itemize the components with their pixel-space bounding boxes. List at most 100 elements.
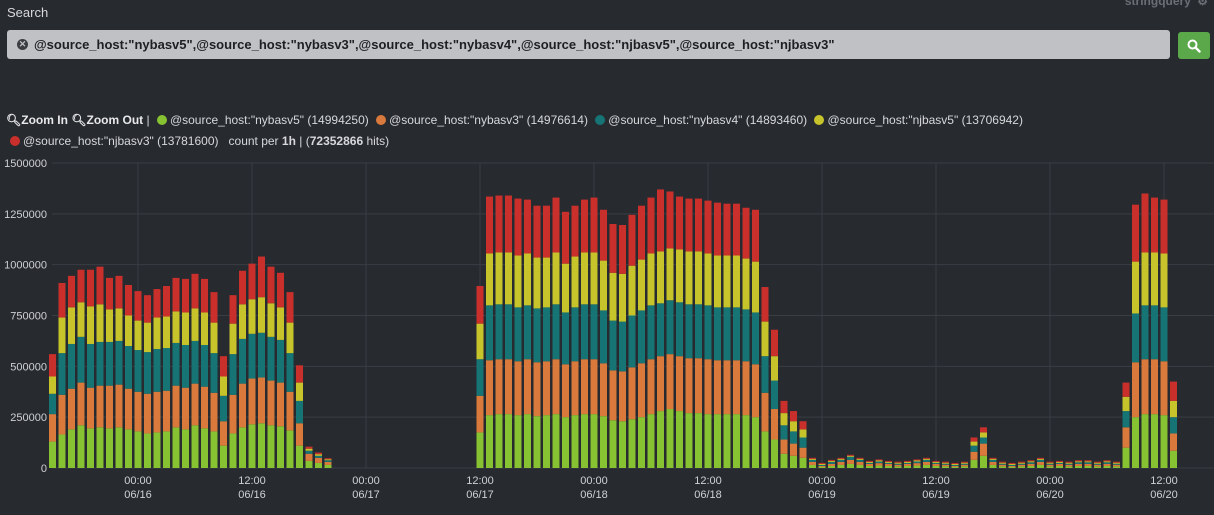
bar-segment-nybasv4[interactable]	[828, 461, 835, 464]
bar-segment-nybasv4[interactable]	[153, 349, 161, 392]
bar-segment-nybasv3[interactable]	[191, 383, 199, 426]
bar-segment-nybasv3[interactable]	[932, 463, 940, 466]
bar-segment-nybasv5[interactable]	[1132, 417, 1139, 468]
bar-segment-nybasv5[interactable]	[1094, 466, 1101, 468]
bar-segment-njbasv3[interactable]	[277, 272, 284, 308]
bar-segment-nybasv5[interactable]	[229, 433, 237, 468]
bar-segment-njbasv5[interactable]	[923, 458, 930, 460]
bar-segment-nybasv3[interactable]	[543, 361, 550, 416]
bar-segment-nybasv5[interactable]	[543, 415, 550, 468]
bar-segment-nybasv3[interactable]	[1113, 464, 1120, 467]
bar-segment-njbasv3[interactable]	[780, 400, 788, 414]
bar-segment-nybasv4[interactable]	[77, 336, 85, 383]
bar-segment-nybasv3[interactable]	[704, 359, 712, 415]
bar-segment-njbasv5[interactable]	[771, 356, 778, 381]
bar-segment-nybasv4[interactable]	[619, 321, 626, 372]
bar-segment-nybasv3[interactable]	[182, 387, 189, 430]
bar-segment-njbasv5[interactable]	[324, 459, 332, 461]
bar-segment-nybasv5[interactable]	[828, 465, 835, 468]
bar-segment-nybasv3[interactable]	[305, 453, 313, 461]
bar-segment-nybasv3[interactable]	[286, 391, 294, 431]
bar-segment-njbasv3[interactable]	[324, 458, 332, 460]
bar-segment-nybasv5[interactable]	[970, 459, 978, 468]
bar-segment-njbasv3[interactable]	[609, 224, 617, 273]
bar-segment-njbasv3[interactable]	[600, 209, 607, 261]
bar-segment-njbasv3[interactable]	[1160, 199, 1168, 254]
bar-segment-nybasv3[interactable]	[144, 393, 151, 434]
bar-segment-nybasv4[interactable]	[666, 300, 674, 355]
bar-segment-nybasv4[interactable]	[609, 320, 617, 371]
bar-segment-nybasv4[interactable]	[1056, 462, 1063, 464]
bar-segment-nybasv5[interactable]	[837, 464, 845, 468]
bar-segment-nybasv4[interactable]	[837, 459, 845, 462]
bar-segment-nybasv4[interactable]	[115, 340, 123, 385]
bar-segment-nybasv5[interactable]	[248, 424, 256, 468]
bar-segment-nybasv4[interactable]	[324, 460, 332, 462]
bar-segment-nybasv3[interactable]	[904, 463, 911, 466]
bar-segment-njbasv5[interactable]	[1056, 461, 1063, 463]
bar-segment-njbasv3[interactable]	[267, 266, 275, 304]
bar-segment-njbasv5[interactable]	[68, 307, 75, 344]
bar-segment-njbasv3[interactable]	[125, 285, 132, 316]
bar-segment-njbasv3[interactable]	[1132, 204, 1139, 262]
bar-segment-njbasv5[interactable]	[533, 257, 541, 309]
bar-segment-nybasv4[interactable]	[600, 310, 607, 364]
bar-segment-nybasv4[interactable]	[267, 336, 275, 381]
bar-segment-nybasv5[interactable]	[714, 414, 721, 468]
bar-segment-nybasv4[interactable]	[1170, 417, 1177, 434]
bar-segment-njbasv3[interactable]	[742, 207, 750, 259]
bar-segment-nybasv3[interactable]	[1160, 361, 1168, 416]
bar-segment-nybasv5[interactable]	[638, 417, 645, 468]
bar-segment-nybasv4[interactable]	[809, 459, 816, 462]
bar-segment-njbasv5[interactable]	[543, 257, 550, 308]
bar-segment-nybasv4[interactable]	[296, 400, 303, 424]
bar-segment-njbasv5[interactable]	[172, 311, 180, 343]
bar-segment-nybasv5[interactable]	[514, 415, 522, 468]
bar-segment-nybasv5[interactable]	[704, 414, 712, 468]
bar-segment-nybasv4[interactable]	[999, 463, 1006, 465]
bar-segment-njbasv3[interactable]	[1103, 460, 1111, 462]
bar-segment-njbasv3[interactable]	[220, 356, 227, 377]
bar-segment-nybasv4[interactable]	[1113, 463, 1120, 465]
bar-segment-nybasv3[interactable]	[628, 367, 636, 420]
bar-segment-njbasv3[interactable]	[590, 197, 598, 253]
bar-segment-nybasv4[interactable]	[894, 463, 902, 465]
bar-segment-nybasv4[interactable]	[229, 354, 237, 395]
bar-segment-njbasv3[interactable]	[96, 266, 104, 305]
bar-segment-nybasv5[interactable]	[153, 432, 161, 468]
bar-segment-nybasv5[interactable]	[856, 464, 864, 468]
bar-segment-njbasv5[interactable]	[106, 309, 113, 342]
bar-segment-nybasv5[interactable]	[875, 465, 883, 468]
bar-segment-nybasv5[interactable]	[115, 427, 123, 468]
bar-segment-nybasv3[interactable]	[1103, 463, 1111, 466]
bar-segment-nybasv3[interactable]	[486, 360, 493, 416]
bar-segment-nybasv4[interactable]	[514, 307, 522, 362]
bar-segment-nybasv4[interactable]	[628, 315, 636, 368]
bar-segment-nybasv5[interactable]	[144, 433, 151, 468]
bar-segment-njbasv5[interactable]	[847, 455, 854, 457]
bar-segment-nybasv4[interactable]	[1151, 305, 1158, 360]
bar-segment-nybasv3[interactable]	[780, 439, 788, 454]
bar-segment-nybasv5[interactable]	[315, 462, 322, 468]
bar-segment-njbasv5[interactable]	[913, 460, 921, 462]
bar-segment-nybasv5[interactable]	[999, 466, 1006, 468]
bar-segment-njbasv3[interactable]	[210, 292, 218, 323]
bar-segment-nybasv3[interactable]	[96, 385, 104, 428]
bar-segment-nybasv4[interactable]	[904, 462, 911, 464]
bar-segment-nybasv4[interactable]	[562, 312, 569, 365]
bar-segment-nybasv4[interactable]	[58, 353, 66, 395]
query-mode-label[interactable]: stringquery ⚙	[1125, 0, 1208, 8]
bar-segment-nybasv5[interactable]	[609, 420, 617, 468]
bar-segment-nybasv3[interactable]	[609, 370, 617, 421]
bar-segment-nybasv3[interactable]	[856, 461, 864, 465]
bar-segment-njbasv5[interactable]	[153, 317, 161, 350]
bar-segment-njbasv3[interactable]	[818, 462, 826, 464]
bar-segment-njbasv5[interactable]	[752, 261, 759, 313]
bar-segment-nybasv3[interactable]	[723, 360, 731, 415]
bar-segment-nybasv5[interactable]	[657, 411, 664, 468]
bar-segment-njbasv5[interactable]	[1018, 462, 1025, 464]
bar-segment-nybasv4[interactable]	[913, 461, 921, 464]
bar-segment-nybasv5[interactable]	[201, 428, 208, 468]
bar-segment-njbasv3[interactable]	[144, 295, 151, 323]
bar-segment-njbasv3[interactable]	[115, 275, 123, 309]
